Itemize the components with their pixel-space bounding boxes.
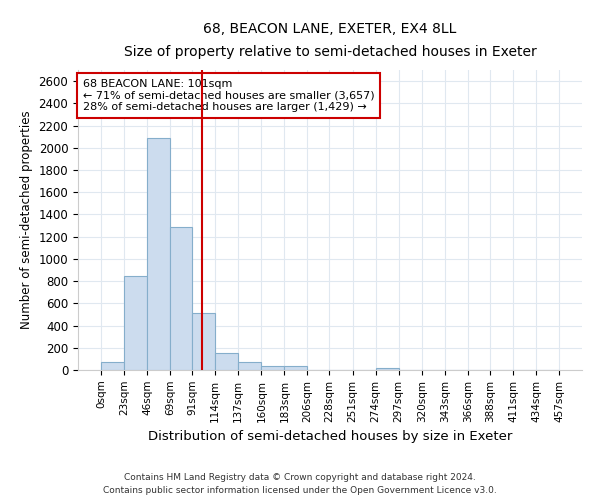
Bar: [262, 366, 284, 370]
X-axis label: Distribution of semi-detached houses by size in Exeter: Distribution of semi-detached houses by …: [148, 430, 512, 443]
Bar: [192, 314, 215, 370]
Text: 68 BEACON LANE: 101sqm
← 71% of semi-detached houses are smaller (3,657)
28% of : 68 BEACON LANE: 101sqm ← 71% of semi-det…: [83, 79, 374, 112]
Bar: [284, 366, 307, 370]
Bar: [170, 226, 192, 370]
Bar: [101, 362, 124, 370]
Y-axis label: Number of semi-detached properties: Number of semi-detached properties: [20, 110, 33, 330]
Bar: [124, 276, 147, 370]
Title: 68, BEACON LANE, EXETER, EX4 8LL
Size of property relative to semi-detached hous: 68, BEACON LANE, EXETER, EX4 8LL Size of…: [124, 22, 536, 59]
Bar: [147, 138, 170, 370]
Bar: [376, 368, 398, 370]
Bar: [238, 362, 262, 370]
Bar: [215, 353, 238, 370]
Text: Contains HM Land Registry data © Crown copyright and database right 2024.
Contai: Contains HM Land Registry data © Crown c…: [103, 474, 497, 495]
